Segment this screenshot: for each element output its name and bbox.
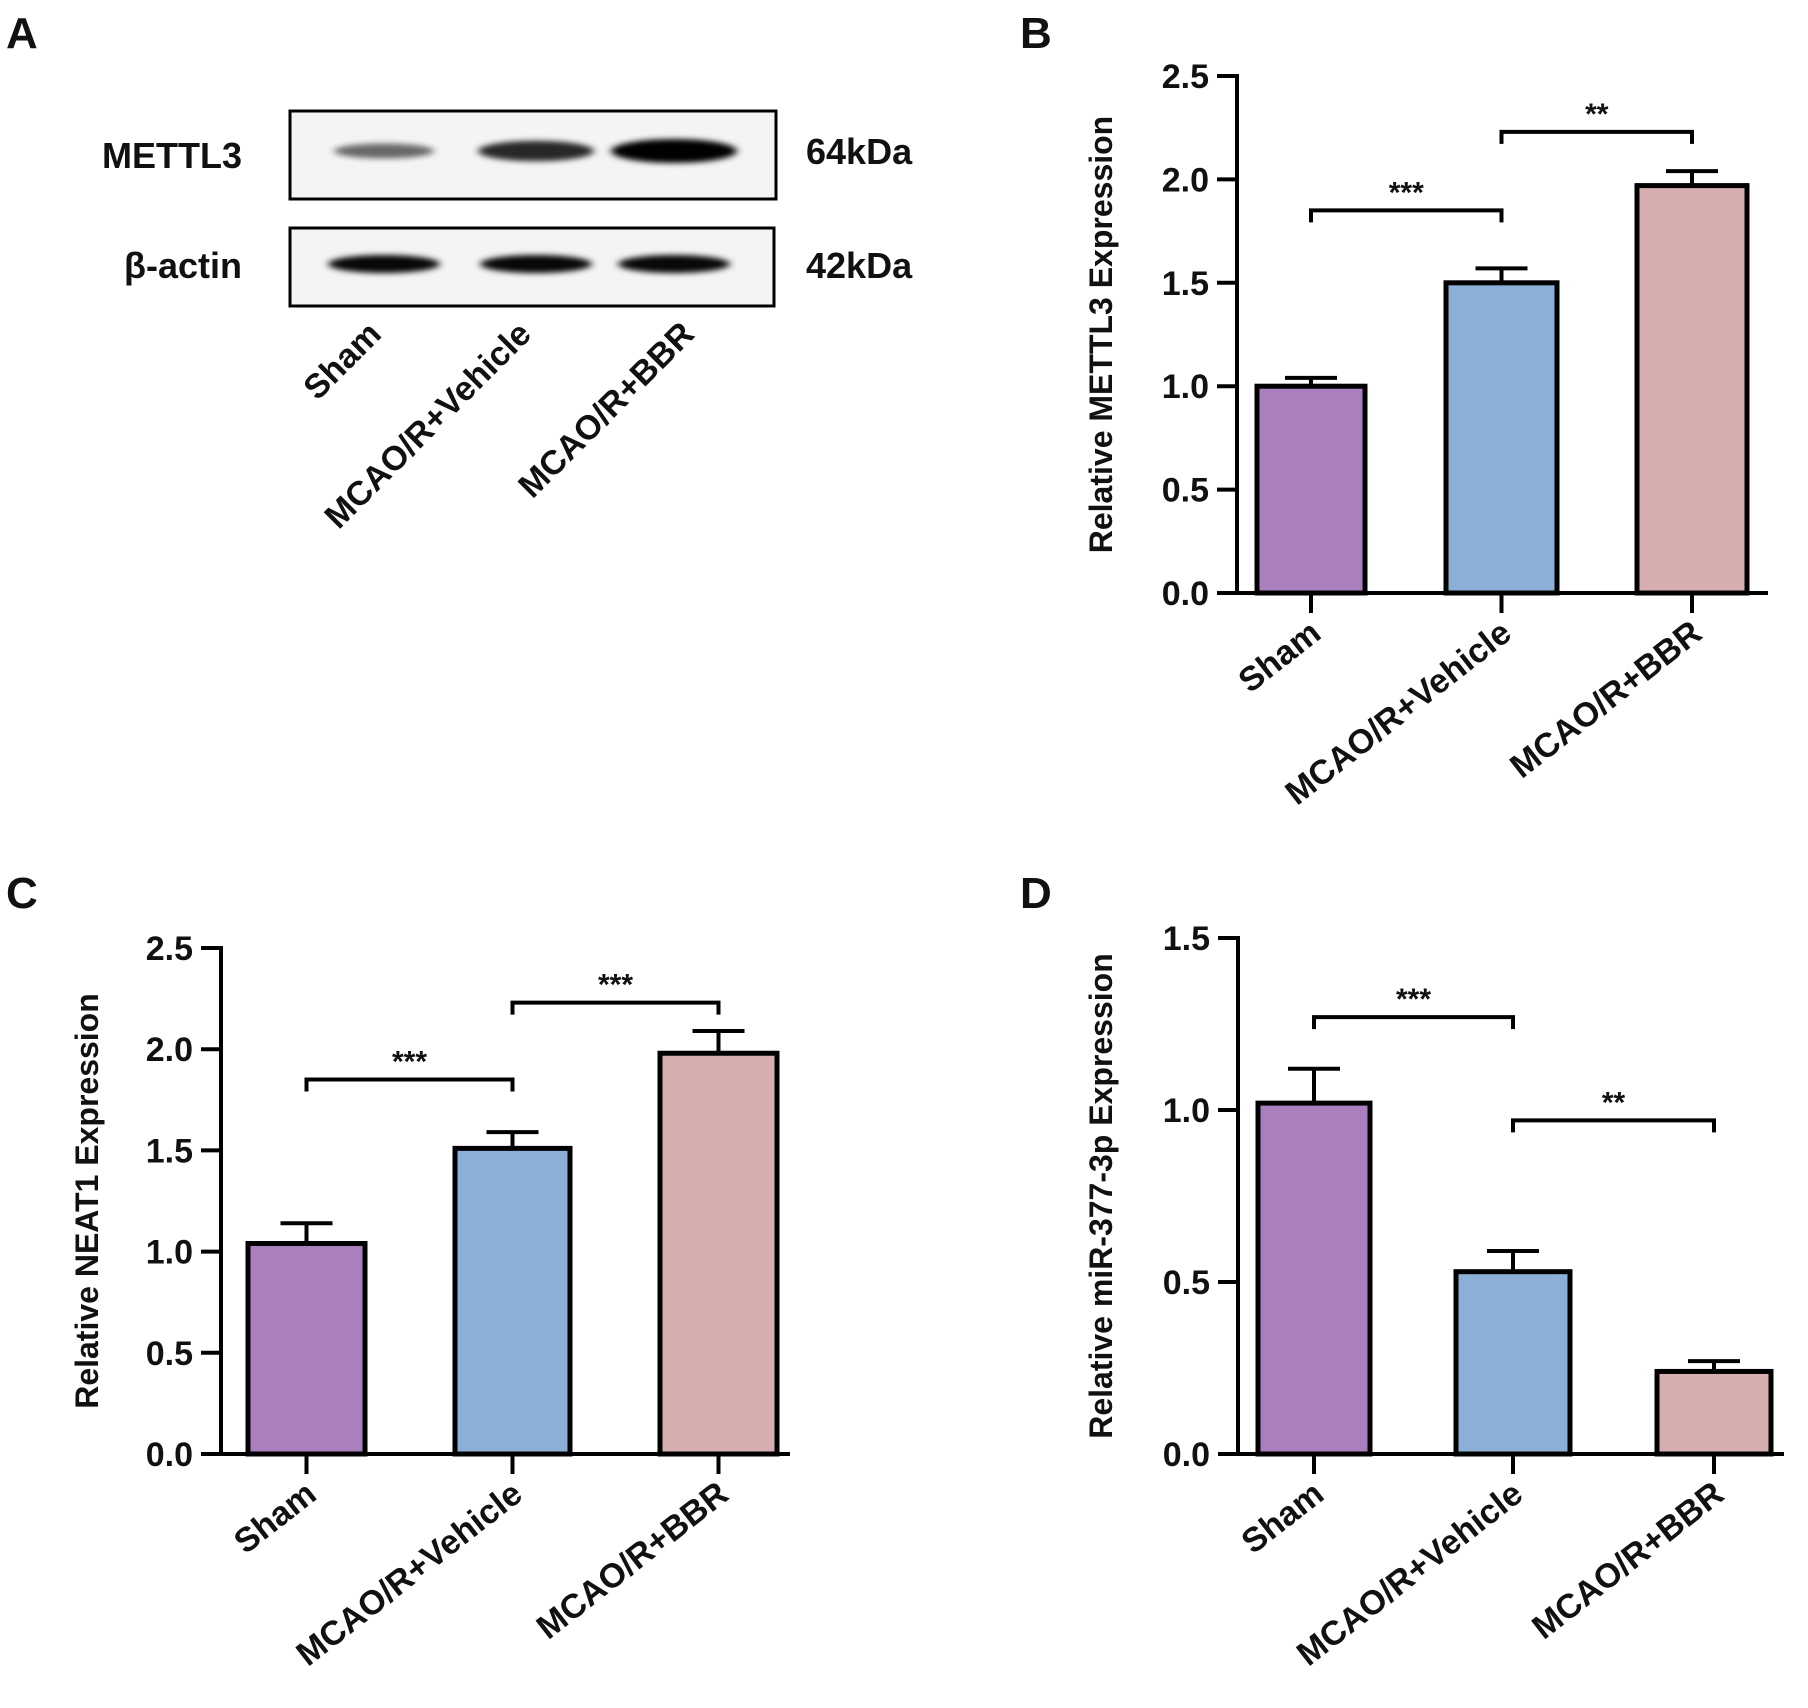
y-tick-label: 2.5 [1162, 58, 1209, 96]
significance-bracket [1499, 129, 1694, 144]
significance-bracket [1511, 1118, 1716, 1133]
significance-bracket [1309, 208, 1504, 223]
panel-label-b: B [1020, 9, 1052, 58]
y-axis-label: Relative METTL3 Expression [1083, 116, 1119, 553]
bar [1254, 383, 1368, 596]
x-tick-label: Sham [227, 1474, 323, 1561]
bar [1634, 183, 1750, 596]
y-tick-label: 2.5 [146, 930, 193, 968]
blot-band [480, 255, 592, 273]
x-tick-label: MCAO/R+BBR [530, 1474, 736, 1646]
panel-label-c: C [6, 869, 38, 918]
y-tick-label: 1.0 [146, 1234, 193, 1272]
panel-label-a: A [6, 9, 38, 58]
x-tick-label: MCAO/R+Vehicle [289, 1474, 529, 1673]
panel-a: A METTL3 β-actin 64kDa 42kDa Sham MCAO/R… [6, 9, 913, 536]
size-label-mettl3: 64kDa [806, 131, 913, 172]
x-tick-label: MCAO/R+BBR [1525, 1474, 1731, 1646]
y-tick-label: 0.5 [1162, 472, 1209, 510]
blot-band [328, 255, 440, 273]
significance-label: *** [598, 969, 633, 1002]
significance-bracket [1312, 1015, 1515, 1030]
y-tick-label: 0.0 [146, 1436, 193, 1474]
chart-c: 0.0 0.5 1.0 1.5 2.0 2.5 Relative NEAT1 Express… [69, 930, 790, 1674]
blot-bands [328, 139, 737, 273]
significance-bracket [304, 1077, 515, 1092]
significance-label: *** [1396, 983, 1431, 1016]
size-label-actin: 42kDa [806, 245, 913, 286]
protein-label-actin: β-actin [124, 245, 242, 286]
y-axis-label: Relative NEAT1 Expression [69, 993, 105, 1409]
lane-label-bbr: MCAO/R+BBR [511, 315, 701, 505]
chart-d: 0.0 0.5 1.0 1.5 Relative miR-377-3p Expressi… [1083, 920, 1784, 1674]
protein-label-mettl3: METTL3 [102, 135, 242, 176]
y-tick-label: 1.5 [1162, 265, 1209, 303]
y-tick-label: 1.5 [1163, 920, 1210, 958]
bar [1443, 280, 1560, 596]
y-tick-label: 0.5 [146, 1335, 193, 1373]
bar [452, 1145, 573, 1457]
bar [245, 1241, 368, 1457]
x-tick-label: MCAO/R+BBR [1503, 613, 1709, 785]
significance-label: ** [1585, 98, 1609, 131]
y-axis-label: Relative miR-377-3p Expression [1083, 953, 1119, 1439]
panel-c: C 0.0 0.5 1.0 1.5 2.0 2.5 Relative NEAT1 Expre… [6, 869, 790, 1674]
y-tick-label: 0.0 [1162, 575, 1209, 613]
y-tick-label: 2.0 [1162, 161, 1209, 199]
panel-d: D 0.0 0.5 1.0 1.5 Relative miR-377-3p Expres… [1020, 869, 1784, 1674]
panel-label-d: D [1020, 869, 1052, 918]
bar [1255, 1100, 1373, 1457]
lane-label-sham: Sham [296, 315, 388, 407]
blot-band [478, 140, 594, 162]
panel-b: B 0.0 0.5 1.0 1.5 2.0 2.5 Relative METTL3 Expr… [1020, 9, 1768, 813]
significance-bracket [510, 1000, 721, 1015]
significance-label: *** [392, 1046, 427, 1079]
blot-band [618, 255, 730, 273]
significance-label: *** [1389, 176, 1424, 209]
blot-band [611, 139, 737, 163]
bar [1654, 1368, 1774, 1457]
y-tick-label: 1.0 [1163, 1092, 1210, 1130]
y-tick-label: 0.0 [1163, 1436, 1210, 1474]
bar [657, 1050, 780, 1457]
blot-band [334, 143, 434, 159]
x-tick-label: Sham [1235, 1474, 1331, 1561]
significance-label: ** [1602, 1086, 1626, 1119]
bar [1453, 1269, 1573, 1457]
chart-b: 0.0 0.5 1.0 1.5 2.0 2.5 Relative METTL3 Expres… [1083, 58, 1768, 813]
x-tick-label: Sham [1232, 613, 1328, 700]
y-tick-label: 1.5 [146, 1132, 193, 1170]
y-tick-label: 0.5 [1163, 1264, 1210, 1302]
y-tick-label: 1.0 [1162, 368, 1209, 406]
y-tick-label: 2.0 [146, 1031, 193, 1069]
